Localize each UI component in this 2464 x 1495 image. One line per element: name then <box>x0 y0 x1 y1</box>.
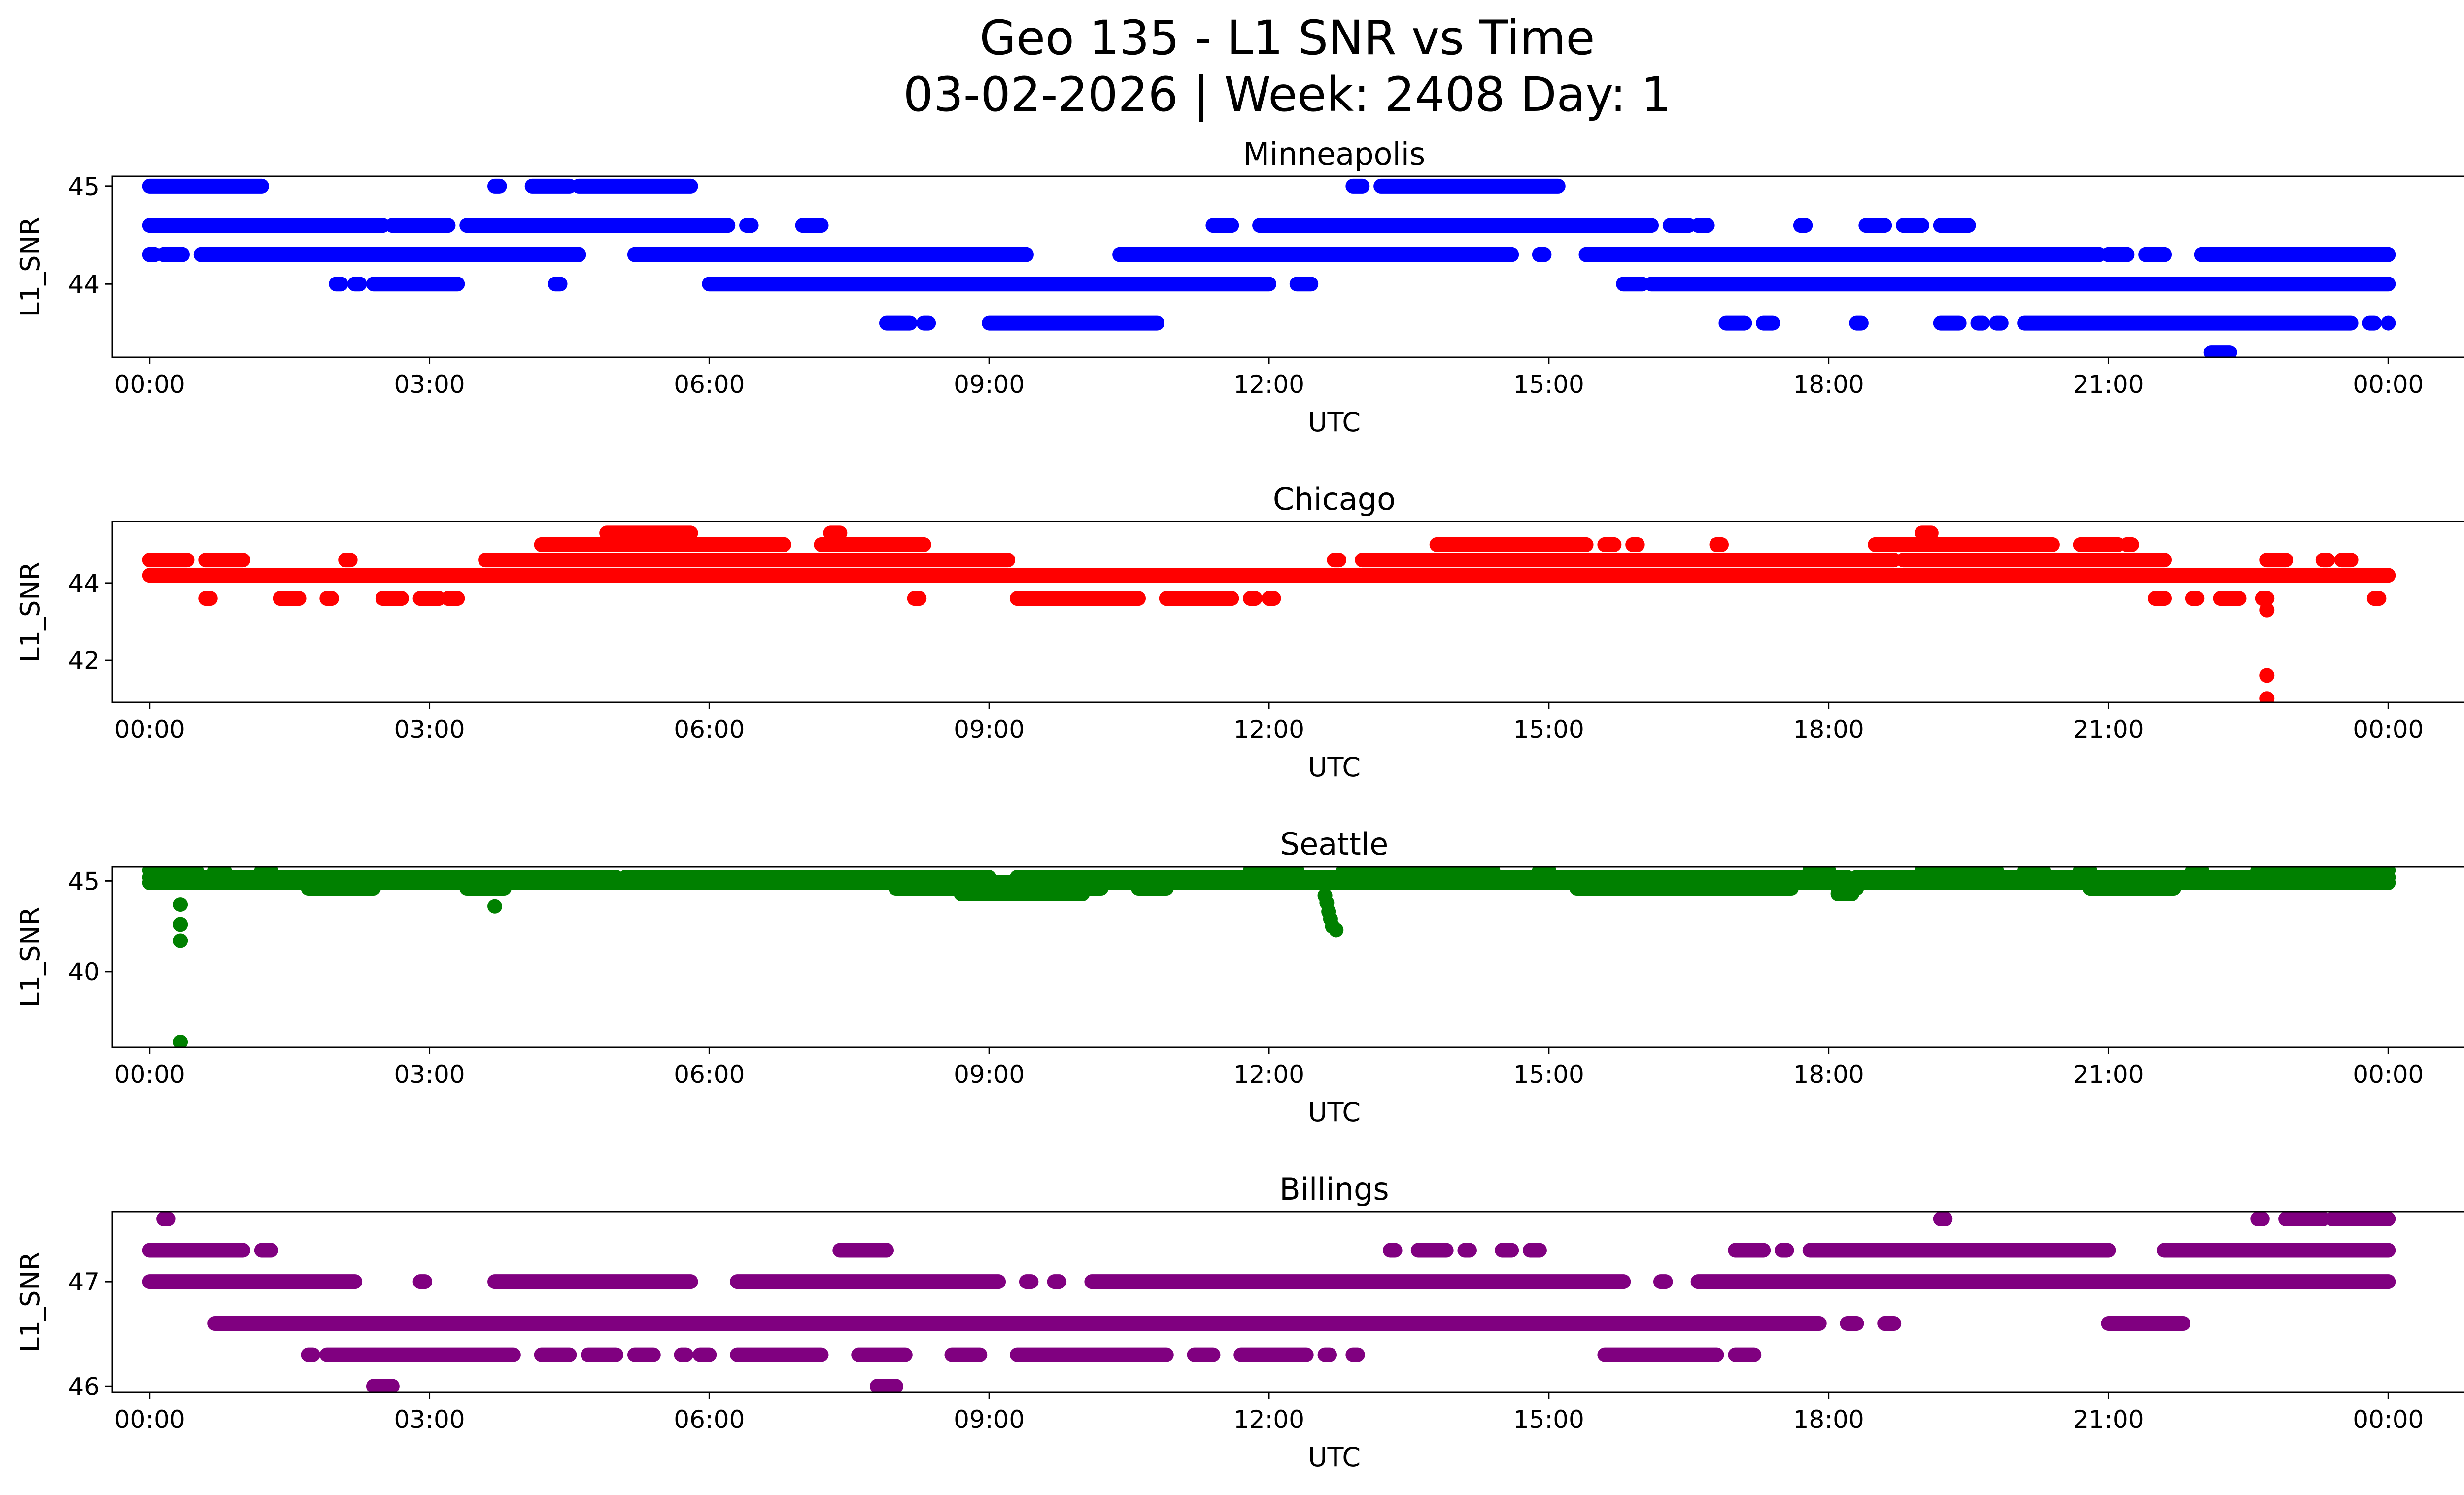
x-tick-label-chicago: 18:00 <box>1793 715 1864 744</box>
x-tick-label-seattle: 18:00 <box>1793 1060 1864 1089</box>
panel-billings: Billings 00:00 03:00 06:00 09:00 12:00 15:00 18… <box>15 1171 2464 1473</box>
point-chicago <box>2259 691 2275 702</box>
figure-title-line1: Geo 135 - L1 SNR vs Time <box>980 10 1595 66</box>
x-tick-label-chicago: 00:00 <box>114 715 185 744</box>
y-tick-label-billings: 47 <box>68 1268 100 1296</box>
x-tick-label-chicago: 06:00 <box>674 715 745 744</box>
panel-chicago: Chicago 00:00 03:00 06:00 09:00 12:00 15:00 18:… <box>15 481 2464 783</box>
points-minneapolis <box>142 178 2396 357</box>
x-tick-label-chicago: 15:00 <box>1513 715 1584 744</box>
x-tick-label-minneapolis: 21:00 <box>2073 370 2144 399</box>
y-tick-label-billings: 46 <box>68 1372 100 1401</box>
point-minneapolis <box>2381 315 2396 331</box>
y-tick-label-chicago: 42 <box>68 646 100 675</box>
x-tick-label-minneapolis: 06:00 <box>674 370 745 399</box>
x-axis-label-minneapolis: UTC <box>1308 407 1361 438</box>
panel-title-minneapolis: Minneapolis <box>1243 136 1426 172</box>
x-tick-label-minneapolis: 00:00 <box>2353 370 2424 399</box>
x-axis-label-seattle: UTC <box>1308 1097 1361 1128</box>
points-chicago <box>142 525 2396 702</box>
x-tick-label-billings: 03:00 <box>394 1405 465 1434</box>
x-tick-label-minneapolis: 09:00 <box>954 370 1025 399</box>
y-tick-label-seattle: 40 <box>68 958 100 986</box>
panel-seattle: Seattle 00:00 03:00 06:00 09:00 12:00 15:00 18:… <box>15 826 2464 1128</box>
points-seattle <box>142 867 2396 1047</box>
x-axis-label-billings: UTC <box>1308 1442 1361 1473</box>
x-tick-label-chicago: 00:00 <box>2353 715 2424 744</box>
x-tick-label-seattle: 21:00 <box>2073 1060 2144 1089</box>
x-tick-label-seattle: 03:00 <box>394 1060 465 1089</box>
x-tick-label-seattle: 09:00 <box>954 1060 1025 1089</box>
y-axis-label-minneapolis: L1_SNR <box>15 217 46 317</box>
y-tick-label-minneapolis: 44 <box>68 270 100 299</box>
point-seattle <box>173 933 188 948</box>
x-tick-label-billings: 18:00 <box>1793 1405 1864 1434</box>
x-tick-label-billings: 21:00 <box>2073 1405 2144 1434</box>
axes-frame-billings <box>111 1211 2464 1393</box>
y-axis-label-chicago: L1_SNR <box>15 562 46 662</box>
point-seattle <box>1329 922 1344 938</box>
y-axis-label-billings: L1_SNR <box>15 1252 46 1353</box>
panel-minneapolis: Minneapolis 00:00 03:00 06:00 09:00 12:00 15:0… <box>15 136 2464 438</box>
y-axis-label-seattle: L1_SNR <box>15 907 46 1008</box>
x-tick-label-minneapolis: 03:00 <box>394 370 465 399</box>
y-tick-label-seattle: 45 <box>68 867 100 896</box>
x-tick-label-billings: 12:00 <box>1233 1405 1304 1434</box>
panel-title-billings: Billings <box>1279 1171 1389 1207</box>
point-seattle <box>173 917 188 932</box>
x-tick-label-chicago: 21:00 <box>2073 715 2144 744</box>
point-seattle <box>173 1034 188 1047</box>
panel-title-chicago: Chicago <box>1273 481 1396 517</box>
x-tick-label-billings: 00:00 <box>2353 1405 2424 1434</box>
x-tick-label-minneapolis: 12:00 <box>1233 370 1304 399</box>
x-tick-label-seattle: 15:00 <box>1513 1060 1584 1089</box>
x-tick-label-seattle: 12:00 <box>1233 1060 1304 1089</box>
x-tick-label-chicago: 03:00 <box>394 715 465 744</box>
points-billings <box>142 1212 2396 1392</box>
x-tick-label-minneapolis: 18:00 <box>1793 370 1864 399</box>
x-tick-label-seattle: 06:00 <box>674 1060 745 1089</box>
x-axis-label-chicago: UTC <box>1308 752 1361 783</box>
point-chicago <box>2259 602 2275 618</box>
x-tick-label-billings: 15:00 <box>1513 1405 1584 1434</box>
x-tick-label-billings: 00:00 <box>114 1405 185 1434</box>
x-tick-label-billings: 06:00 <box>674 1405 745 1434</box>
figure-title-line2: 03-02-2026 | Week: 2408 Day: 1 <box>903 67 1672 123</box>
x-tick-label-chicago: 09:00 <box>954 715 1025 744</box>
axes-frame-minneapolis <box>111 175 2464 358</box>
axes-frame-seattle <box>111 866 2464 1048</box>
x-tick-label-minneapolis: 00:00 <box>114 370 185 399</box>
x-tick-label-seattle: 00:00 <box>114 1060 185 1089</box>
y-tick-label-chicago: 44 <box>68 569 100 598</box>
y-tick-label-minneapolis: 45 <box>68 173 100 201</box>
panel-title-seattle: Seattle <box>1280 826 1388 862</box>
point-chicago <box>2259 668 2275 683</box>
x-tick-label-billings: 09:00 <box>954 1405 1025 1434</box>
x-tick-label-seattle: 00:00 <box>2353 1060 2424 1089</box>
x-tick-label-chicago: 12:00 <box>1233 715 1304 744</box>
subplots: Minneapolis 00:00 03:00 06:00 09:00 12:00 15:0… <box>15 136 2464 1473</box>
x-tick-label-minneapolis: 15:00 <box>1513 370 1584 399</box>
point-seattle <box>487 899 503 914</box>
axes-frame-chicago <box>111 521 2464 703</box>
point-seattle <box>173 897 188 912</box>
